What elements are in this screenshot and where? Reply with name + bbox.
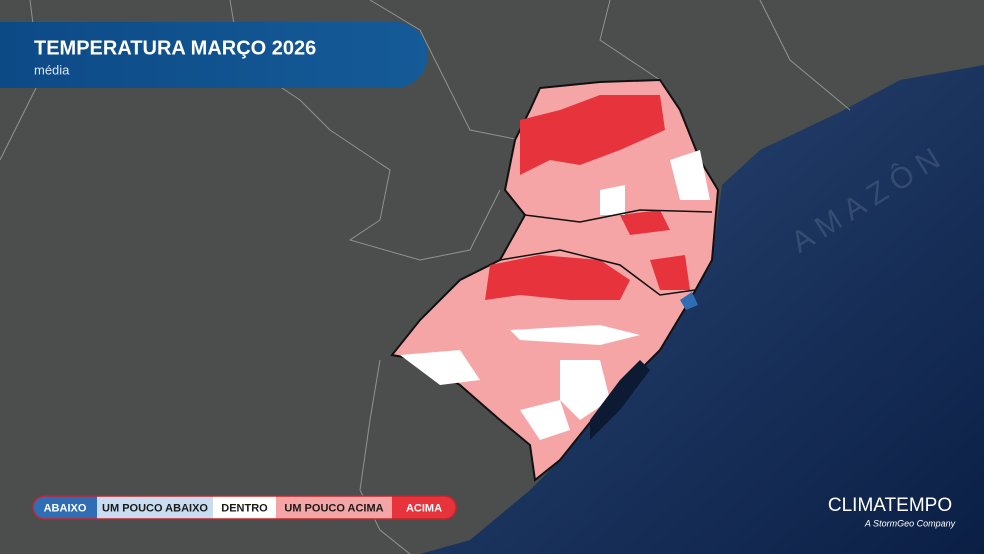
blue-area <box>680 292 698 310</box>
header-box <box>0 22 428 88</box>
title: TEMPERATURA MARÇO 2026 <box>34 37 316 59</box>
legend: ABAIXO UM POUCO ABAIXO DENTRO UM POUCO ACIM… <box>32 495 457 520</box>
legend-label: ACIMA <box>406 502 442 514</box>
legend-label: UM POUCO ACIMA <box>284 502 383 514</box>
legend-label: ABAIXO <box>44 502 87 514</box>
legend-label: DENTRO <box>221 502 268 514</box>
state-borders <box>499 209 713 296</box>
white-areas <box>400 150 710 440</box>
legend-swatch <box>276 496 392 519</box>
logo-tagline: A StormGeo Company <box>864 518 956 528</box>
legend-swatch <box>392 496 456 519</box>
legend-border <box>32 495 457 520</box>
legend-swatch <box>97 496 213 519</box>
red-areas <box>485 95 690 300</box>
legend-swatch <box>213 496 276 519</box>
lagoon <box>590 360 650 440</box>
subtitle: média <box>34 62 70 77</box>
ocean <box>420 65 984 554</box>
logo-name: CLIMATEMPO <box>828 495 952 516</box>
legend-label: UM POUCO ABAIXO <box>102 502 208 514</box>
legend-swatch <box>33 496 97 519</box>
